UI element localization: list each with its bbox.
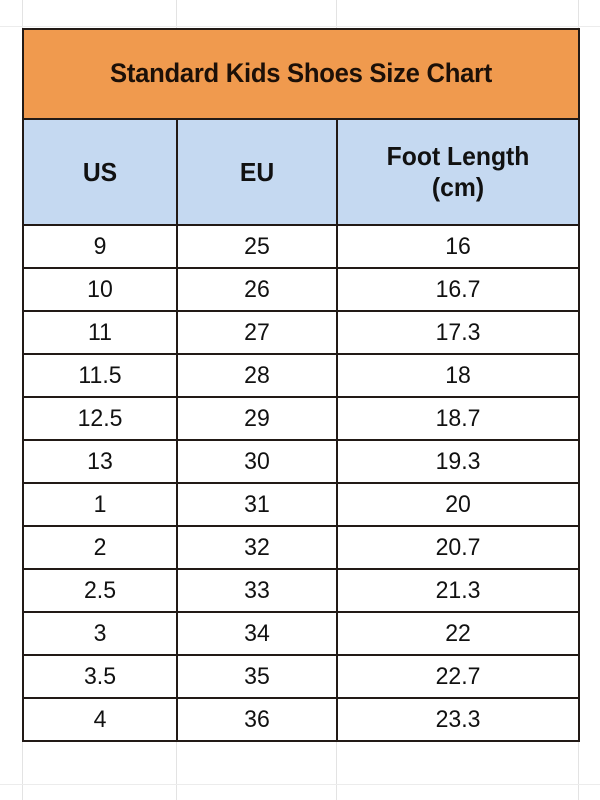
page-title: Standard Kids Shoes Size Chart [110,58,493,89]
cell-eu: 31 [179,482,335,527]
cell-eu: 30 [179,439,335,484]
cell-eu: 36 [179,697,335,742]
column-header-foot-length: Foot Length (cm) [335,118,581,226]
cell-us: 9 [25,224,175,269]
chart-title-cell: Standard Kids Shoes Size Chart [21,28,581,120]
table-row: 9 25 16 [23,224,579,269]
cell-foot-length: 22 [340,611,576,656]
cell-foot-length: 16.7 [340,267,576,312]
cell-foot-length: 19.3 [340,439,576,484]
cell-us: 11 [25,310,175,355]
cell-us: 11.5 [25,353,175,398]
table-row: 13 30 19.3 [23,439,579,484]
cell-foot-length: 20.7 [340,525,576,570]
cell-eu: 35 [179,654,335,699]
cell-us: 2 [25,525,175,570]
column-header-foot-length-label: Foot Length [386,141,530,172]
cell-foot-length: 16 [340,224,576,269]
cell-eu: 26 [179,267,335,312]
size-chart-table: Standard Kids Shoes Size Chart US EU Foo… [21,28,581,742]
gridline-horizontal [0,784,600,785]
size-chart-body: Standard Kids Shoes Size Chart US EU Foo… [21,28,581,742]
table-row: 3 34 22 [23,611,579,656]
cell-us: 4 [25,697,175,742]
cell-us: 10 [25,267,175,312]
cell-us: 12.5 [25,396,175,441]
table-row: 10 26 16.7 [23,267,579,312]
cell-eu: 34 [179,611,335,656]
cell-us: 13 [25,439,175,484]
cell-eu: 25 [179,224,335,269]
column-header-eu: EU [176,118,338,226]
cell-us: 1 [25,482,175,527]
table-row: 11 27 17.3 [23,310,579,355]
cell-foot-length: 20 [340,482,576,527]
cell-eu: 28 [179,353,335,398]
cell-eu: 27 [179,310,335,355]
table-row: 11.5 28 18 [23,353,579,398]
cell-us: 3 [25,611,175,656]
column-header-us: US [22,118,178,226]
table-row: 3.5 35 22.7 [23,654,579,699]
table-row: 4 36 23.3 [23,697,579,742]
column-header-us-label: US [82,156,118,187]
table-row: 12.5 29 18.7 [23,396,579,441]
size-chart-container: Standard Kids Shoes Size Chart US EU Foo… [21,28,581,742]
column-header-foot-length-unit: (cm) [431,172,485,202]
cell-foot-length: 17.3 [340,310,576,355]
cell-eu: 29 [179,396,335,441]
cell-foot-length: 18.7 [340,396,576,441]
cell-eu: 32 [179,525,335,570]
table-row: 1 31 20 [23,482,579,527]
cell-foot-length: 22.7 [340,654,576,699]
cell-us: 2.5 [25,568,175,613]
header-row: US EU Foot Length (cm) [22,118,581,226]
cell-foot-length: 23.3 [340,697,576,742]
cell-us: 3.5 [25,654,175,699]
title-row: Standard Kids Shoes Size Chart [21,28,581,120]
table-row: 2.5 33 21.3 [23,568,579,613]
table-row: 2 32 20.7 [23,525,579,570]
column-header-eu-label: EU [239,156,275,187]
cell-eu: 33 [179,568,335,613]
cell-foot-length: 18 [340,353,576,398]
cell-foot-length: 21.3 [340,568,576,613]
gridline-horizontal [0,26,600,27]
